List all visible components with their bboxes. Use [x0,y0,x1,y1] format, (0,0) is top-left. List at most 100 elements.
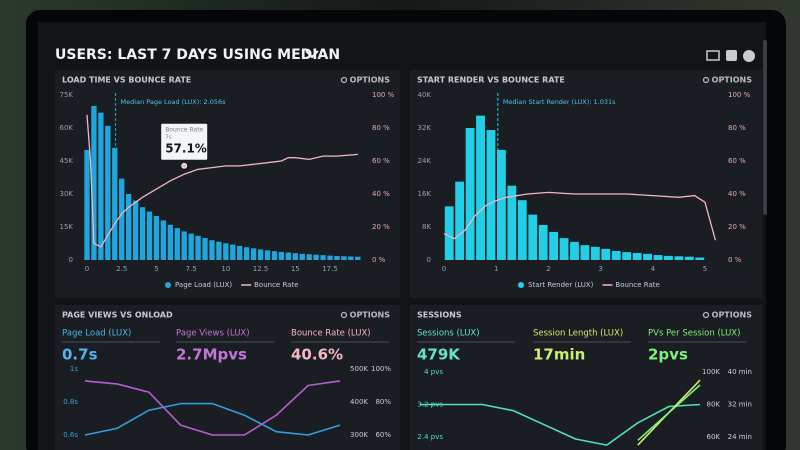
tooltip-box [161,123,208,160]
metric-value: 2pvs [648,346,688,364]
histogram-bar [160,220,167,260]
x-tick-label: 2 [546,265,550,273]
histogram-bar [181,231,187,260]
histogram-bar [528,214,538,260]
metric-label: Sessions (LUX) [417,329,480,339]
y-tick-label: 2.4 pvs [417,433,443,441]
panel-title: LOAD TIME VS BOUNCE RATE [62,76,191,85]
options-icon[interactable] [702,76,710,84]
histogram-bar [507,185,517,260]
y-tick-label: 15K [60,223,74,231]
histogram-bar [486,130,496,260]
share-icon[interactable] [726,50,737,61]
histogram-bar [355,256,361,260]
options-button[interactable]: OPTIONS [712,311,753,320]
y2-tick-label: 400K [350,398,368,406]
options-button[interactable]: OPTIONS [712,76,753,85]
legend-label: Bounce Rate [615,281,659,289]
histogram-bar [98,112,104,260]
histogram-bar [244,247,250,260]
median-label: Median Page Load (LUX): 2.056s [121,98,227,106]
x-tick-label: 0 [442,265,446,273]
x-tick-label: 15 [291,265,300,273]
histogram-bar [153,216,160,260]
histogram-bar [580,245,590,260]
histogram-bar [209,240,215,260]
legend-swatch [518,282,524,288]
histogram-bar [125,194,132,260]
histogram-bar [202,238,208,260]
y3-tick-label: 40 min [728,368,752,376]
y3-tick-label: 24 min [728,433,752,441]
metric-value: 0.7s [62,346,98,364]
options-button[interactable]: OPTIONS [350,76,391,85]
options-button[interactable]: OPTIONS [350,311,391,320]
y-tick-label: 60K [60,124,74,132]
histogram-bar [517,200,527,260]
histogram-bar [538,224,548,260]
x-tick-label: 5 [154,265,158,273]
x-tick-label: 10 [221,265,230,273]
y2-tick-label: 100 % [728,91,751,99]
panel-title: SESSIONS [417,311,462,320]
histogram-bar [139,207,146,260]
y2-tick-label: 60K [707,433,721,441]
y-tick-label: 1s [70,365,78,373]
histogram-bar [250,248,257,260]
histogram-bar [476,115,485,260]
legend-label: Bounce Rate [254,281,298,289]
options-icon[interactable] [702,311,710,319]
histogram-bar [341,256,347,260]
y3-tick-label: 32 min [728,401,752,409]
y3-tick-label: 60% [375,431,391,439]
histogram-bar [653,255,663,260]
y-tick-label: 32K [418,124,432,132]
options-icon[interactable] [340,76,348,84]
metric-value: 40.6% [291,346,343,364]
tooltip-value: 57.1% [165,141,207,155]
dropdown-chevron[interactable] [305,50,319,59]
scrollbar [763,40,767,215]
options-icon[interactable] [340,311,348,319]
y2-tick-label: 20 % [372,223,390,231]
histogram-bar [313,254,319,260]
legend-label: Start Render (LUX) [528,281,594,289]
histogram-bar [188,233,194,260]
metric-value: 2.7Mpvs [176,346,247,364]
metric-label: Page Views (LUX) [176,329,250,339]
x-tick-label: 1 [494,265,498,273]
y2-tick-label: 40 % [372,190,390,198]
metric-label: PVs Per Session (LUX) [648,329,740,339]
histogram-bar [590,246,600,260]
x-tick-label: 2.5 [116,265,127,273]
legend-swatch [165,282,171,288]
histogram-bar [237,245,243,260]
histogram-bar [91,106,97,260]
monitor-icon[interactable] [706,50,720,61]
help-icon[interactable] [743,50,755,62]
histogram-bar [334,256,340,260]
x-tick-label: 7.5 [186,265,197,273]
histogram-bar [622,252,632,260]
histogram-bar [167,224,173,260]
metric-value: 479K [417,346,461,364]
y2-tick-label: 100 % [372,91,395,99]
histogram-bar [119,178,125,260]
histogram-bar [174,228,180,260]
median-label: Median Start Render (LUX): 1.031s [503,98,616,106]
y2-tick-label: 40 % [728,190,746,198]
metric-label: Session Length (LUX) [533,329,623,339]
histogram-bar [684,256,694,260]
bounce-rate-line [443,191,717,241]
metric-line [84,402,341,436]
metric-line [420,403,701,446]
x-tick-label: 12.5 [253,265,269,273]
panel [55,305,400,450]
histogram-bar [257,249,264,260]
histogram-bar [195,235,201,260]
y2-tick-label: 80 % [728,124,746,132]
y-tick-label: 75K [60,91,74,99]
histogram-bar [216,241,222,260]
